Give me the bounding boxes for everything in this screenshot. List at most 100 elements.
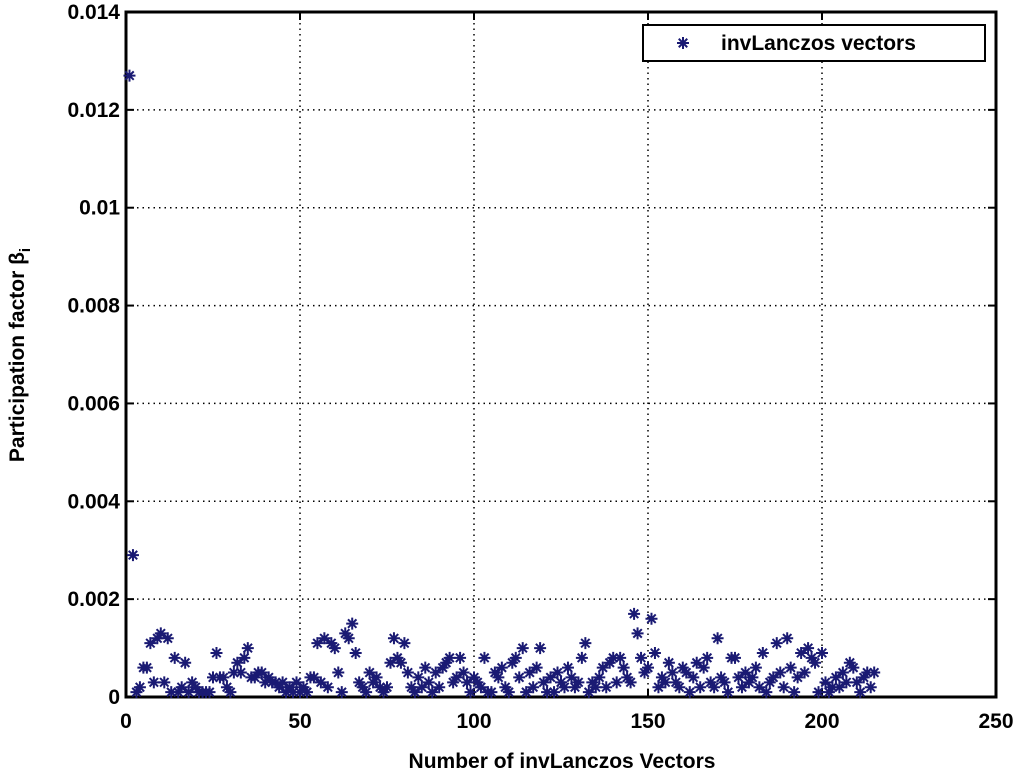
data-point [217, 671, 230, 684]
data-point [544, 671, 557, 684]
data-point [868, 666, 881, 679]
data-point [589, 681, 602, 694]
data-point [593, 671, 606, 684]
data-point [450, 671, 463, 684]
x-tick-label: 200 [804, 710, 839, 733]
data-point [558, 681, 571, 694]
data-point [548, 686, 561, 699]
data-point [673, 681, 686, 694]
data-point [165, 686, 178, 699]
y-axis-label: Participation factor βi [6, 248, 34, 462]
data-point [342, 632, 355, 645]
data-point [370, 671, 383, 684]
data-point [610, 676, 623, 689]
data-point [833, 681, 846, 694]
data-point [527, 681, 540, 694]
data-point [530, 661, 543, 674]
data-point [572, 676, 585, 689]
data-point [642, 661, 654, 674]
legend-box [642, 24, 986, 62]
data-point [701, 651, 714, 664]
data-point [307, 671, 320, 684]
data-point [161, 632, 174, 645]
data-point [791, 671, 804, 684]
data-point [756, 646, 769, 659]
data-point [760, 686, 773, 699]
data-point [332, 666, 345, 679]
data-point [812, 686, 825, 699]
data-point [231, 656, 244, 669]
data-point [485, 686, 498, 699]
data-point [422, 676, 435, 689]
data-point [729, 651, 741, 664]
data-point [788, 686, 801, 699]
data-point [802, 642, 815, 655]
data-point [826, 681, 839, 694]
data-point [457, 666, 470, 679]
y-tick-label: 0 [108, 686, 120, 709]
data-point [607, 651, 620, 664]
data-point [314, 676, 327, 689]
y-tick-label: 0.012 [67, 99, 120, 122]
data-point [861, 666, 874, 679]
data-point [694, 681, 707, 694]
data-point [829, 671, 842, 684]
legend-marker [677, 37, 689, 49]
data-point [398, 637, 411, 650]
data-point [635, 651, 648, 664]
data-point [561, 661, 574, 674]
data-point [854, 686, 867, 699]
data-point [464, 686, 477, 699]
data-point [394, 656, 407, 669]
data-point [617, 661, 630, 674]
data-point [732, 671, 745, 684]
data-point [311, 637, 324, 650]
legend-label: invLanczos vectors [721, 32, 916, 55]
y-tick-label: 0.002 [67, 588, 120, 611]
data-point [415, 681, 428, 694]
data-point [784, 661, 797, 674]
data-point [509, 651, 522, 664]
data-point [774, 666, 787, 679]
data-point [182, 686, 195, 699]
data-point [711, 632, 724, 645]
data-point [708, 681, 721, 694]
y-tick-label: 0.004 [67, 490, 120, 513]
data-point [819, 676, 832, 689]
data-point [276, 676, 289, 689]
data-point [158, 676, 171, 689]
x-tick-label: 250 [978, 710, 1013, 733]
data-point [474, 681, 487, 694]
data-point [648, 646, 661, 659]
data-point [614, 651, 627, 664]
x-axis-label: Number of invLanczos Vectors [409, 750, 716, 773]
data-point [227, 666, 240, 679]
data-point [537, 676, 550, 689]
data-point [565, 671, 578, 684]
data-point [770, 637, 783, 650]
data-point [126, 549, 139, 562]
data-point [523, 666, 536, 679]
data-point [575, 651, 588, 664]
data-point [722, 686, 735, 699]
data-point [210, 646, 223, 659]
data-point [287, 686, 300, 699]
data-point [753, 681, 766, 694]
data-point [360, 686, 373, 699]
data-point [203, 686, 216, 699]
data-point [429, 666, 442, 679]
data-point [798, 666, 811, 679]
data-point [520, 686, 533, 699]
data-point [579, 637, 592, 650]
x-tick-label: 150 [630, 710, 665, 733]
y-tick-label: 0.006 [67, 392, 120, 415]
data-point [645, 612, 658, 625]
data-point [680, 666, 693, 679]
data-point [781, 632, 794, 645]
data-point [207, 671, 219, 684]
data-point [387, 632, 400, 645]
data-point [179, 656, 192, 669]
data-point [687, 671, 700, 684]
data-point [513, 671, 526, 684]
